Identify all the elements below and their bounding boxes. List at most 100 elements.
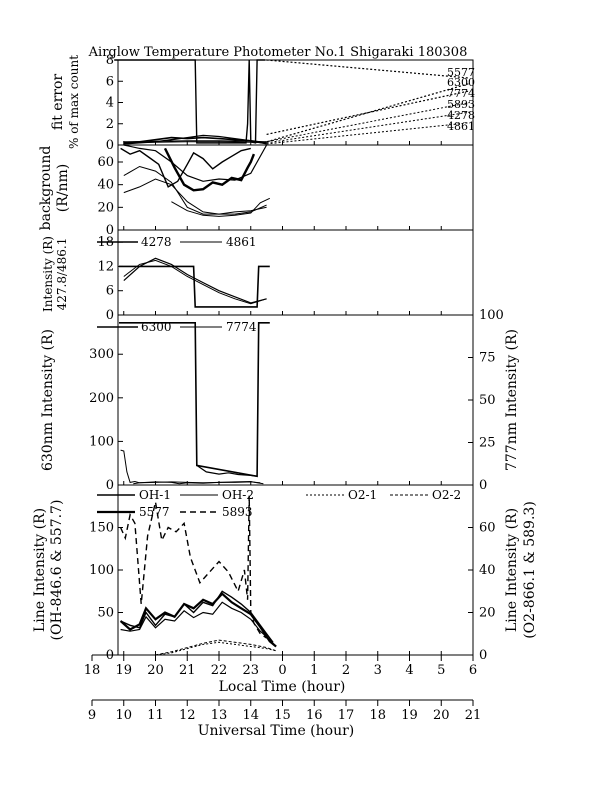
background-ylabel-1: background bbox=[38, 146, 54, 231]
legend-oh1-label: OH-1 bbox=[139, 488, 171, 502]
intensity-6300-7774-ytick-label-2: 200 bbox=[89, 391, 114, 406]
intensity-4278-ylabel-1: Intensity (R) bbox=[41, 236, 55, 312]
panel-background-frame bbox=[117, 144, 474, 231]
line-intensity-y2tick-label-2: 40 bbox=[479, 563, 496, 578]
line-intensity-y2tick-label-1: 20 bbox=[479, 606, 496, 621]
background-series-6300 bbox=[120, 147, 251, 188]
ut-tick-label-10: 19 bbox=[401, 708, 418, 723]
fit-error-ytick-label-1: 2 bbox=[106, 117, 114, 132]
intensity-6300-7774-ytick-label-1: 100 bbox=[89, 434, 114, 449]
fit-error-annotation-7774: 7774 bbox=[447, 87, 475, 100]
ut-tick-label-12: 21 bbox=[465, 708, 482, 723]
intensity-6300-7774-y2tick-label-0: 0 bbox=[479, 478, 487, 493]
intensity-4278-4861-ytick-label-2: 12 bbox=[97, 259, 114, 274]
legend-oh2-label: OH-2 bbox=[222, 488, 254, 502]
background-ytick-label-2: 40 bbox=[97, 178, 114, 193]
intensity-6300-7774-y2tick-label-4: 100 bbox=[479, 308, 504, 323]
fit-error-extrap-5893 bbox=[260, 102, 470, 144]
fit-error-ytick-label-4: 8 bbox=[106, 53, 114, 68]
intensity-4278-4861-ytick-label-1: 6 bbox=[106, 284, 114, 299]
legend-4861-label: 4861 bbox=[226, 235, 257, 249]
fit-error-ytick-label-2: 4 bbox=[106, 96, 114, 111]
local-tick-label-10: 4 bbox=[405, 663, 413, 678]
chart-title: Airglow Temperature Photometer No.1 Shig… bbox=[88, 45, 468, 60]
background-series-4861 bbox=[171, 197, 271, 217]
line-intensity-ylabel-2: (OH-846.6 & 557.7) bbox=[49, 500, 65, 641]
fit-error-ylabel-2: % of max count bbox=[67, 55, 81, 149]
ut-tick-label-6: 15 bbox=[274, 708, 291, 723]
fit-error-extrap-4278 bbox=[266, 111, 470, 144]
line-intensity-series-5577 bbox=[119, 592, 277, 648]
fit-error-extrap-5577 bbox=[266, 59, 470, 79]
line-intensity-series-OH-2 bbox=[120, 601, 277, 647]
line-intensity-ytick-label-2: 100 bbox=[89, 563, 114, 578]
legend-o22-label: O2-2 bbox=[432, 488, 461, 502]
local-tick-label-5: 23 bbox=[242, 663, 259, 678]
intensity-6300-7774-series-6300-low bbox=[196, 464, 258, 477]
legend-6300-label: 6300 bbox=[141, 320, 172, 334]
local-time-label: Local Time (hour) bbox=[219, 679, 346, 695]
ut-tick-label-8: 17 bbox=[338, 708, 355, 723]
line-intensity-y2tick-label-3: 60 bbox=[479, 521, 496, 536]
intensity-4278-4861-series-4278 bbox=[119, 265, 270, 308]
background-ytick-label-3: 60 bbox=[97, 155, 114, 170]
line-intensity-ytick-label-1: 50 bbox=[97, 606, 114, 621]
fit-error-extrap-6300 bbox=[266, 82, 470, 143]
fit-error-annotation-6300: 6300 bbox=[447, 76, 475, 89]
panel-line-intensity-frame bbox=[117, 484, 474, 656]
local-tick-label-4: 22 bbox=[211, 663, 228, 678]
line-intensity-series-O2-2 bbox=[155, 639, 277, 656]
local-tick-label-3: 21 bbox=[179, 663, 196, 678]
panel-intensity-6300-frame bbox=[117, 314, 474, 486]
local-tick-label-0: 18 bbox=[84, 663, 101, 678]
background-series-5893 bbox=[123, 144, 268, 182]
fit-error-series-4278 bbox=[123, 140, 267, 143]
ut-tick-label-11: 20 bbox=[433, 708, 450, 723]
ut-tick-label-7: 16 bbox=[306, 708, 323, 723]
fit-error-annotation-5577: 5577 bbox=[447, 66, 475, 79]
background-series-7774 bbox=[123, 165, 267, 215]
ut-tick-label-5: 14 bbox=[242, 708, 259, 723]
ut-label: Universal Time (hour) bbox=[198, 723, 355, 739]
intensity-4278-ylabel-2: 427.8/486.1 bbox=[55, 238, 69, 311]
ut-tick-label-4: 13 bbox=[211, 708, 228, 723]
fit-error-annotation-4278: 4278 bbox=[447, 109, 475, 122]
ut-tick-label-0: 9 bbox=[88, 708, 96, 723]
line-intensity-y2label-1: Line Intensity (R) bbox=[504, 508, 520, 632]
panel-fit-error-frame bbox=[117, 59, 474, 146]
intensity-6300-ylabel: 630nm Intensity (R) bbox=[40, 329, 56, 471]
local-tick-label-1: 19 bbox=[115, 663, 132, 678]
ut-tick-label-1: 10 bbox=[115, 708, 132, 723]
background-series-4278 bbox=[123, 178, 267, 215]
intensity-6300-7774-y2tick-label-3: 75 bbox=[479, 351, 496, 366]
background-ytick-label-0: 0 bbox=[106, 223, 114, 238]
fit-error-annotation-5893: 5893 bbox=[447, 98, 475, 111]
local-tick-label-11: 5 bbox=[437, 663, 445, 678]
line-intensity-ylabel-1: Line Intensity (R) bbox=[32, 508, 48, 632]
fit-error-ytick-label-0: 0 bbox=[106, 138, 114, 153]
intensity-6300-7774-y2tick-label-2: 50 bbox=[479, 393, 496, 408]
fit-error-series-6300 bbox=[114, 59, 265, 144]
line-intensity-y2tick-label-0: 0 bbox=[479, 648, 487, 663]
ut-tick-label-3: 12 bbox=[179, 708, 196, 723]
background-ylabel-2: (R/nm) bbox=[55, 164, 71, 212]
intensity-4278-4861-series-4861-b bbox=[123, 259, 267, 305]
intensity-6300-7774-ytick-label-0: 0 bbox=[106, 478, 114, 493]
fit-error-ytick-label-3: 6 bbox=[106, 74, 114, 89]
intensity-4278-4861-ytick-label-0: 0 bbox=[106, 308, 114, 323]
fit-error-ylabel-1: fit error bbox=[50, 74, 66, 131]
line-intensity-y2label-2: (O2-866.1 & 589.3) bbox=[522, 501, 538, 639]
local-tick-label-9: 3 bbox=[374, 663, 382, 678]
background-ytick-label-1: 20 bbox=[97, 200, 114, 215]
legend-5577-label: 5577 bbox=[139, 505, 170, 519]
intensity-6300-7774-ytick-label-3: 300 bbox=[89, 347, 114, 362]
local-tick-label-2: 20 bbox=[147, 663, 164, 678]
fit-error-series-4861 bbox=[123, 141, 267, 144]
local-tick-label-8: 2 bbox=[342, 663, 350, 678]
legend-o21-label: O2-1 bbox=[348, 488, 377, 502]
ut-tick-label-9: 18 bbox=[369, 708, 386, 723]
plot-layer: 0246855776300777458934278486102040600612… bbox=[84, 53, 504, 723]
line-intensity-ytick-label-3: 150 bbox=[89, 521, 114, 536]
line-intensity-series-O2-1 bbox=[155, 641, 277, 656]
